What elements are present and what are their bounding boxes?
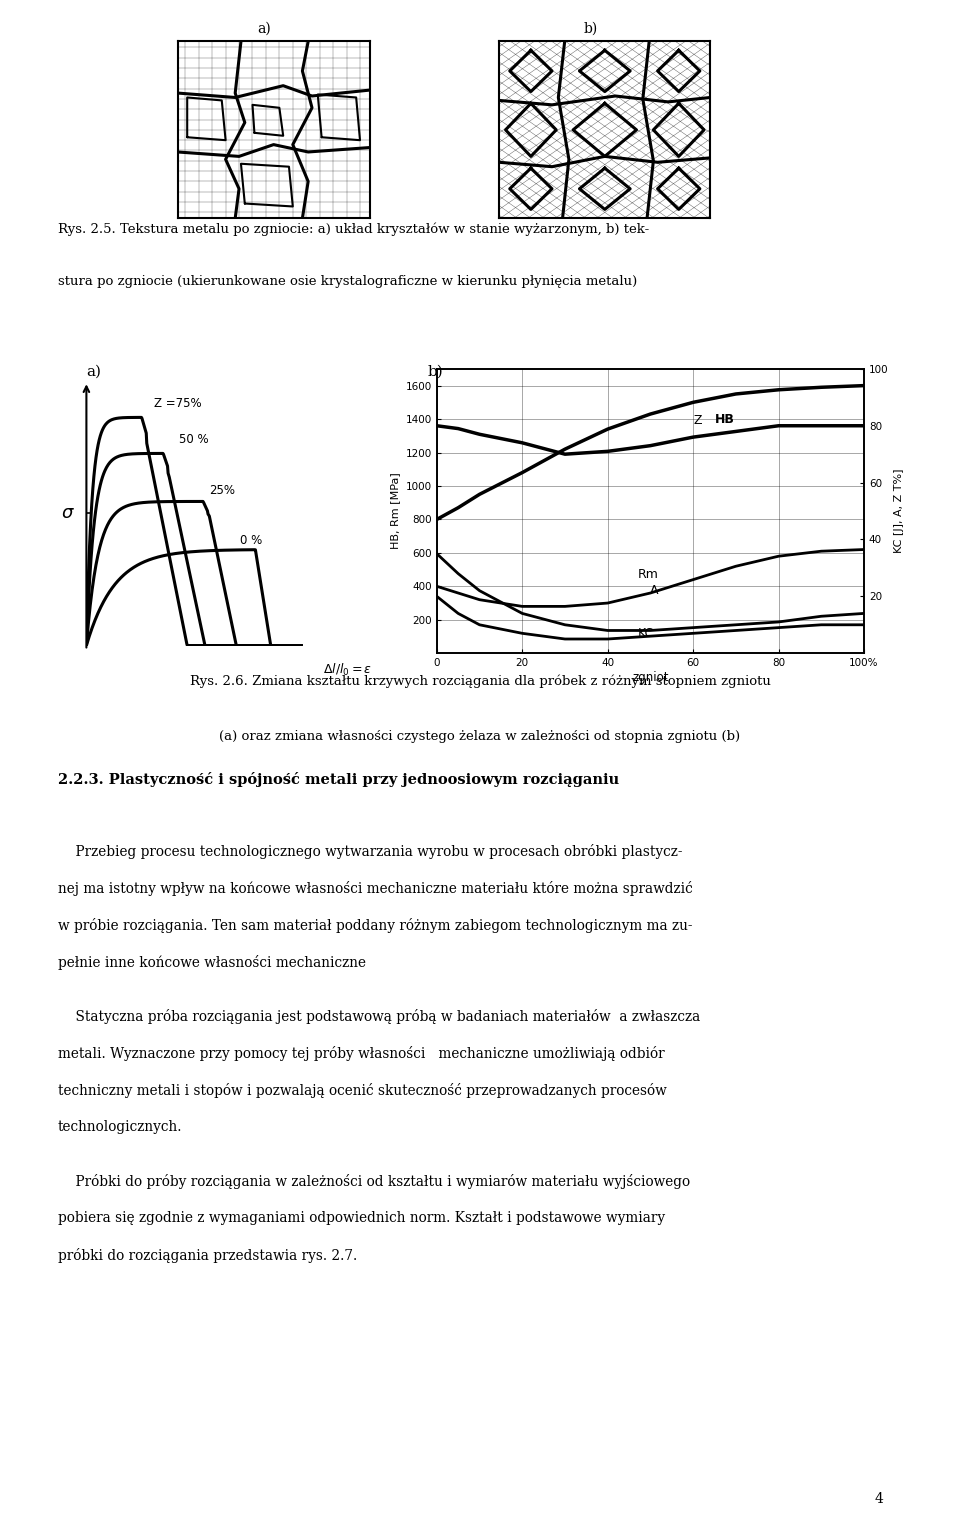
- Text: próbki do rozciągania przedstawia rys. 2.7.: próbki do rozciągania przedstawia rys. 2…: [58, 1248, 357, 1262]
- Text: Statyczna próba rozciągania jest podstawową próbą w badaniach materiałów  a zwła: Statyczna próba rozciągania jest podstaw…: [58, 1008, 700, 1024]
- Text: Rys. 2.5. Tekstura metalu po zgniocie: a) układ kryształów w stanie wyżarzonym, : Rys. 2.5. Tekstura metalu po zgniocie: a…: [58, 223, 649, 237]
- Text: $\sigma$: $\sigma$: [61, 504, 75, 523]
- Text: Próbki do próby rozciągania w zależności od kształtu i wymiarów materiału wyjści: Próbki do próby rozciągania w zależności…: [58, 1174, 689, 1188]
- Text: stura po zgniocie (ukierunkowane osie krystalograficzne w kierunku płynięcia met: stura po zgniocie (ukierunkowane osie kr…: [58, 275, 636, 289]
- Text: 4: 4: [875, 1491, 883, 1506]
- Text: 0 %: 0 %: [240, 533, 262, 547]
- Text: b): b): [584, 22, 597, 35]
- Text: HB: HB: [714, 412, 734, 426]
- Text: techniczny metali i stopów i pozwalają ocenić skuteczność przeprowadzanych proce: techniczny metali i stopów i pozwalają o…: [58, 1082, 666, 1097]
- Text: Rm: Rm: [637, 569, 659, 581]
- Text: 50 %: 50 %: [179, 433, 208, 446]
- Text: 2.2.3. Plastyczność i spójność metali przy jednoosiowym rozciąganiu: 2.2.3. Plastyczność i spójność metali pr…: [58, 772, 619, 787]
- Text: b): b): [427, 364, 443, 378]
- Text: nej ma istotny wpływ na końcowe własności mechaniczne materiału które można spra: nej ma istotny wpływ na końcowe własnośc…: [58, 881, 692, 896]
- Text: a): a): [86, 364, 102, 378]
- Text: metali. Wyznaczone przy pomocy tej próby własności   mechaniczne umożliwiają odb: metali. Wyznaczone przy pomocy tej próby…: [58, 1045, 664, 1061]
- Text: (a) oraz zmiana własności czystego żelaza w zależności od stopnia zgniotu (b): (a) oraz zmiana własności czystego żelaz…: [220, 730, 740, 742]
- Text: technologicznych.: technologicznych.: [58, 1120, 182, 1134]
- Text: pełnie inne końcowe własności mechaniczne: pełnie inne końcowe własności mechaniczn…: [58, 954, 366, 970]
- Text: 25%: 25%: [209, 484, 235, 496]
- Text: w próbie rozciągania. Ten sam materiał poddany różnym zabiegom technologicznym m: w próbie rozciągania. Ten sam materiał p…: [58, 918, 692, 933]
- Text: KC: KC: [637, 627, 654, 639]
- Text: Z: Z: [693, 413, 702, 427]
- Y-axis label: KC [J], A, Z T%]: KC [J], A, Z T%]: [894, 469, 904, 553]
- Text: pobiera się zgodnie z wymaganiami odpowiednich norm. Kształt i podstawowe wymiar: pobiera się zgodnie z wymaganiami odpowi…: [58, 1211, 664, 1225]
- Text: Przebieg procesu technologicznego wytwarzania wyrobu w procesach obróbki plastyc: Przebieg procesu technologicznego wytwar…: [58, 844, 683, 859]
- Text: $\Delta l / l_0 = \varepsilon$: $\Delta l / l_0 = \varepsilon$: [323, 662, 372, 678]
- Y-axis label: HB, Rm [MPa]: HB, Rm [MPa]: [390, 473, 400, 549]
- X-axis label: zgniot: zgniot: [632, 670, 669, 684]
- Text: Z =75%: Z =75%: [154, 397, 202, 410]
- Text: A: A: [651, 584, 659, 598]
- Text: Rys. 2.6. Zmiana kształtu krzywych rozciągania dla próbek z różnym stopniem zgni: Rys. 2.6. Zmiana kształtu krzywych rozci…: [189, 675, 771, 689]
- Text: a): a): [257, 22, 271, 35]
